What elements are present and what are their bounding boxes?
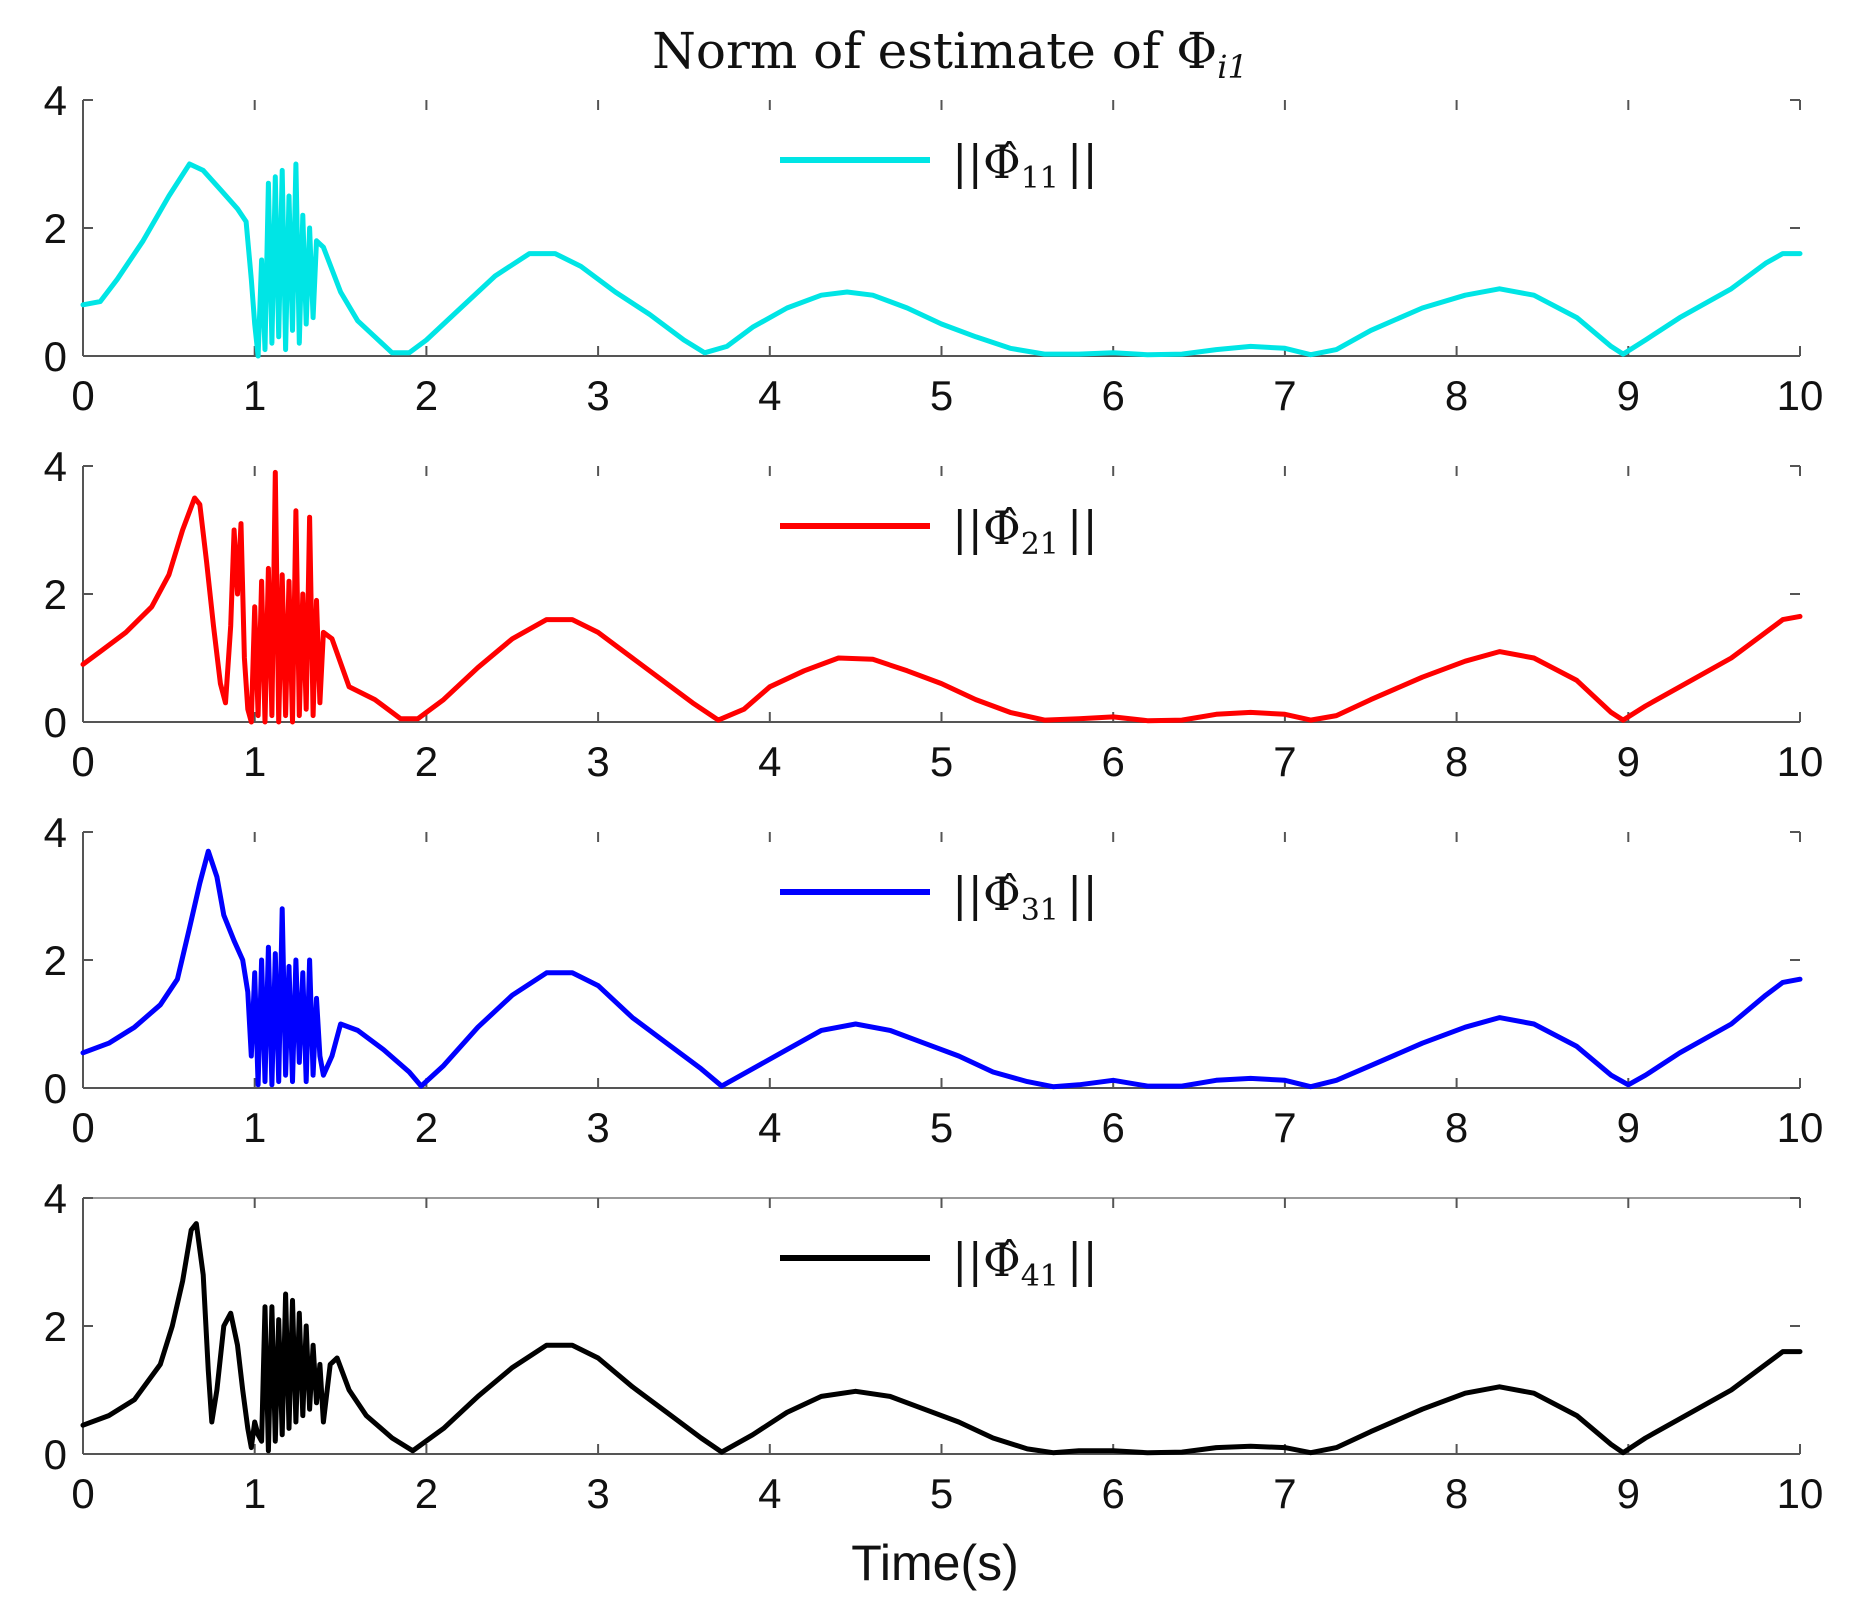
y-tick-label: 2: [44, 205, 67, 252]
x-tick-label: 7: [1273, 1470, 1296, 1517]
x-tick-label: 9: [1617, 372, 1640, 419]
subplot-1: 0 1 2 3 4 5 6 7 8 9 10 0 2 4 ||Φ̂11 ||: [44, 77, 1824, 419]
legend-4: ||Φ̂41 ||: [780, 1233, 1098, 1294]
legend-suffix: ||: [1067, 867, 1098, 921]
x-tick-label: 6: [1102, 1470, 1125, 1517]
x-tick-label: 2: [415, 1104, 438, 1151]
x-tick-label: 5: [930, 1104, 953, 1151]
x-tick-label: 0: [71, 372, 94, 419]
x-tick-label: 6: [1102, 738, 1125, 785]
legend-1: ||Φ̂11 ||: [780, 135, 1098, 196]
x-tick-label: 2: [415, 1470, 438, 1517]
x-tick-label: 4: [758, 372, 781, 419]
legend-2: ||Φ̂21 ||: [780, 501, 1098, 562]
legend-symbol: ||Φ̂: [952, 867, 1021, 921]
series-line-1: [80, 161, 1803, 359]
y-tick-label: 2: [44, 1303, 67, 1350]
legend-label: ||Φ̂41 ||: [952, 1233, 1098, 1294]
legend-label: ||Φ̂31 ||: [952, 867, 1098, 928]
chart-title-subscript: i1: [1217, 48, 1248, 86]
y-tick-label: 4: [44, 77, 67, 124]
y-tick-label: 2: [44, 571, 67, 618]
x-tick-label: 7: [1273, 372, 1296, 419]
x-tick-label: 5: [930, 738, 953, 785]
x-tick-label: 10: [1777, 738, 1824, 785]
x-tick-label: 4: [758, 1470, 781, 1517]
y-tick-label: 4: [44, 1175, 67, 1222]
x-tick-label: 9: [1617, 1104, 1640, 1151]
x-tick-label: 7: [1273, 738, 1296, 785]
x-tick-label: 6: [1102, 1104, 1125, 1151]
legend-symbol: ||Φ̂: [952, 501, 1021, 555]
x-tick-label: 8: [1445, 1104, 1468, 1151]
x-tick-label: 1: [243, 1470, 266, 1517]
legend-symbol: ||Φ̂: [952, 135, 1021, 189]
x-tick-label: 9: [1617, 1470, 1640, 1517]
y-tick-label: 4: [44, 809, 67, 856]
x-tick-label: 3: [586, 1470, 609, 1517]
x-tick-label: 10: [1777, 372, 1824, 419]
subplot-3: 0 1 2 3 4 5 6 7 8 9 10 0 2 4 ||Φ̂31 ||: [44, 809, 1824, 1151]
y-tick-label: 0: [44, 699, 67, 746]
legend-label: ||Φ̂11 ||: [952, 135, 1098, 196]
x-tick-label: 9: [1617, 738, 1640, 785]
y-tick-label: 4: [44, 443, 67, 490]
legend-suffix: ||: [1067, 135, 1098, 189]
x-tick-label: 0: [71, 1470, 94, 1517]
x-tick-label: 0: [71, 738, 94, 785]
legend-3: ||Φ̂31 ||: [780, 867, 1098, 928]
legend-subscript: 21: [1021, 527, 1059, 562]
legend-subscript: 31: [1021, 893, 1059, 928]
y-tick-label: 0: [44, 1065, 67, 1112]
x-tick-label: 6: [1102, 372, 1125, 419]
x-tick-label: 10: [1777, 1104, 1824, 1151]
x-tick-label: 2: [415, 738, 438, 785]
x-tick-label: 7: [1273, 1104, 1296, 1151]
subplot-2: 0 1 2 3 4 5 6 7 8 9 10 0 2 4 ||Φ̂21 ||: [44, 443, 1824, 785]
series-line-3: [80, 848, 1803, 1090]
legend-label: ||Φ̂21 ||: [952, 501, 1098, 562]
legend-suffix: ||: [1067, 1233, 1098, 1287]
y-tick-label: 0: [44, 1431, 67, 1478]
legend-subscript: 11: [1021, 161, 1059, 196]
x-tick-label: 8: [1445, 1470, 1468, 1517]
y-tick-label: 0: [44, 333, 67, 380]
series-line-4: [80, 1221, 1803, 1456]
x-tick-label: 8: [1445, 372, 1468, 419]
x-tick-label: 4: [758, 1104, 781, 1151]
x-tick-label: 10: [1777, 1470, 1824, 1517]
legend-symbol: ||Φ̂: [952, 1233, 1021, 1287]
x-tick-label: 1: [243, 1104, 266, 1151]
x-tick-label: 5: [930, 1470, 953, 1517]
x-tick-label: 4: [758, 738, 781, 785]
x-tick-label: 1: [243, 738, 266, 785]
series-line-2: [80, 469, 1803, 725]
chart-title: Norm of estimate of Φi1: [652, 22, 1248, 86]
x-tick-label: 3: [586, 738, 609, 785]
legend-suffix: ||: [1067, 501, 1098, 555]
x-axis-label: Time(s): [851, 1535, 1019, 1591]
x-tick-label: 1: [243, 372, 266, 419]
chart-title-base: Norm of estimate of: [652, 22, 1176, 80]
subplot-4: 0 1 2 3 4 5 6 7 8 9 10 0 2 4 ||Φ̂41 ||: [44, 1175, 1824, 1517]
x-tick-label: 0: [71, 1104, 94, 1151]
x-tick-label: 3: [586, 372, 609, 419]
x-tick-label: 3: [586, 1104, 609, 1151]
x-tick-label: 2: [415, 372, 438, 419]
legend-subscript: 41: [1021, 1259, 1059, 1294]
y-tick-label: 2: [44, 937, 67, 984]
x-tick-label: 5: [930, 372, 953, 419]
chart-title-symbol: Φ: [1176, 22, 1217, 80]
x-tick-label: 8: [1445, 738, 1468, 785]
